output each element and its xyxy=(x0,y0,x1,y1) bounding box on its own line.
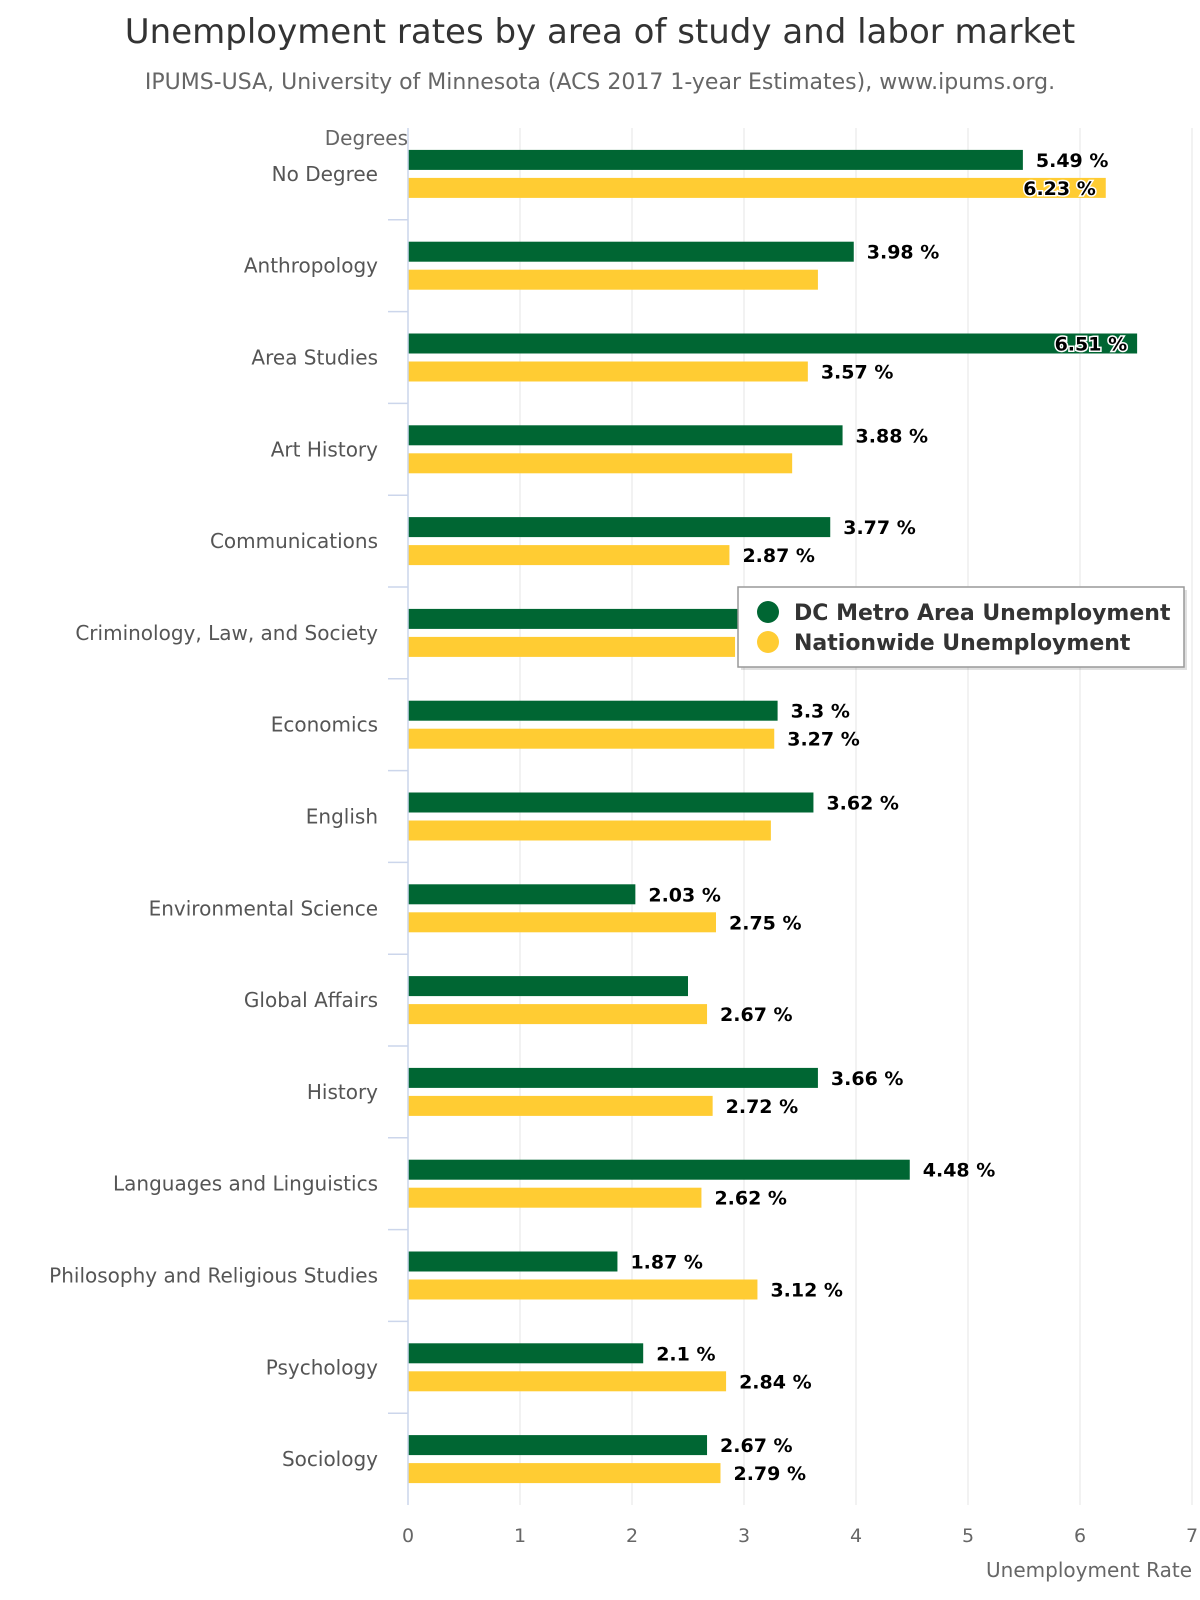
data-label: 3.77 % xyxy=(843,517,916,539)
x-tick-label-1: 1 xyxy=(514,1525,526,1547)
data-label: 2.72 % xyxy=(726,1096,799,1118)
category-label: Sociology xyxy=(282,1447,378,1471)
x-axis-title: Unemployment Rate xyxy=(986,1558,1192,1582)
legend-item-dc-metro[interactable]: DC Metro Area Unemployment xyxy=(794,601,1171,626)
category-label: Anthropology xyxy=(244,254,378,278)
data-label: 5.49 % xyxy=(1036,150,1109,172)
data-label: 4.48 % xyxy=(923,1160,996,1182)
legend-box xyxy=(737,586,1185,668)
data-label: 2.79 % xyxy=(733,1463,806,1485)
category-label: English xyxy=(306,805,378,829)
data-label: 2.62 % xyxy=(714,1188,787,1210)
bar-nationwide[interactable] xyxy=(408,728,775,749)
bar-nationwide[interactable] xyxy=(408,1187,702,1208)
category-label: Global Affairs xyxy=(244,988,378,1012)
category-label: Languages and Linguistics xyxy=(113,1172,378,1196)
bar-nationwide[interactable] xyxy=(408,545,730,566)
data-label: 3.57 % xyxy=(821,362,894,384)
category-label: Environmental Science xyxy=(149,896,378,920)
data-label: 3.3 % xyxy=(791,701,850,723)
bar-nationwide[interactable] xyxy=(408,1463,721,1484)
category-label: Economics xyxy=(271,713,378,737)
x-tick-label-4: 4 xyxy=(850,1525,862,1547)
bar-nationwide[interactable] xyxy=(408,453,793,474)
data-label: 2.67 % xyxy=(720,1435,793,1457)
legend-item-nationwide[interactable]: Nationwide Unemployment xyxy=(794,631,1131,656)
bar-nationwide[interactable] xyxy=(408,636,736,657)
category-label: Philosophy and Religious Studies xyxy=(49,1264,378,1288)
category-label: Art History xyxy=(271,437,378,461)
data-label: 2.1 % xyxy=(656,1343,715,1365)
data-label: 6.23 % xyxy=(1023,178,1096,200)
bar-dc-metro[interactable] xyxy=(408,700,778,721)
bar-dc-metro[interactable] xyxy=(408,1067,818,1088)
bar-nationwide[interactable] xyxy=(408,1279,758,1300)
x-tick-label-5: 5 xyxy=(962,1525,974,1547)
bar-dc-metro[interactable] xyxy=(408,149,1023,170)
data-label: 1.87 % xyxy=(630,1252,703,1274)
category-label: Criminology, Law, and Society xyxy=(75,621,378,645)
data-label: 2.75 % xyxy=(729,912,802,934)
bar-nationwide[interactable] xyxy=(408,269,818,290)
x-tick-label-6: 6 xyxy=(1074,1525,1086,1547)
bar-dc-metro[interactable] xyxy=(408,792,814,813)
bar-nationwide[interactable] xyxy=(408,177,1106,198)
bar-nationwide[interactable] xyxy=(408,1095,713,1116)
data-label: 3.88 % xyxy=(856,425,929,447)
bar-nationwide[interactable] xyxy=(408,1371,727,1392)
legend-marker-dc-metro[interactable] xyxy=(757,601,779,623)
bar-nationwide[interactable] xyxy=(408,1004,708,1025)
x-tick-label-0: 0 xyxy=(402,1525,414,1547)
bar-dc-metro[interactable] xyxy=(408,884,636,905)
data-label: 3.66 % xyxy=(831,1068,904,1090)
bar-nationwide[interactable] xyxy=(408,912,716,933)
data-label: 3.98 % xyxy=(867,242,940,264)
x-tick-label-7: 7 xyxy=(1186,1525,1198,1547)
category-label: Psychology xyxy=(266,1355,378,1379)
x-tick-label-3: 3 xyxy=(738,1525,750,1547)
data-label: 2.87 % xyxy=(742,545,815,567)
labels: No Degree 5.49 % 6.23 % Anthropology 3.98 % A… xyxy=(49,150,1128,1485)
bar-dc-metro[interactable] xyxy=(408,517,831,538)
category-label: Communications xyxy=(210,529,378,553)
data-label: 3.62 % xyxy=(826,793,899,815)
y-axis-title: Degrees xyxy=(325,126,408,150)
bar-dc-metro[interactable] xyxy=(408,1251,618,1272)
bar-dc-metro[interactable] xyxy=(408,241,854,262)
axes: 0 1 2 3 4 5 6 7 Degrees Unemployment Rate xyxy=(325,126,1198,1582)
data-label: 3.12 % xyxy=(770,1280,843,1302)
bar-dc-metro[interactable] xyxy=(408,333,1138,354)
bar-nationwide[interactable] xyxy=(408,820,771,841)
data-label: 2.84 % xyxy=(739,1371,812,1393)
data-label: 2.67 % xyxy=(720,1004,793,1026)
bar-dc-metro[interactable] xyxy=(408,608,744,629)
bar-nationwide[interactable] xyxy=(408,361,808,382)
chart-title: Unemployment rates by area of study and … xyxy=(124,12,1076,52)
chart-subtitle: IPUMS-USA, University of Minnesota (ACS … xyxy=(144,70,1056,95)
bar-dc-metro[interactable] xyxy=(408,1343,644,1364)
data-label: 2.03 % xyxy=(648,884,721,906)
category-label: History xyxy=(307,1080,378,1104)
bar-dc-metro[interactable] xyxy=(408,425,843,446)
category-label: Area Studies xyxy=(251,346,378,370)
bar-dc-metro[interactable] xyxy=(408,1159,910,1180)
bar-dc-metro[interactable] xyxy=(408,976,688,997)
data-label: 6.51 % xyxy=(1055,334,1128,356)
category-label: No Degree xyxy=(272,162,378,186)
bar-dc-metro[interactable] xyxy=(408,1435,708,1456)
grid-lines xyxy=(519,128,1193,1505)
legend[interactable]: DC Metro Area Unemployment Nationwide Une… xyxy=(737,586,1187,670)
legend-marker-nationwide[interactable] xyxy=(757,631,779,653)
x-tick-label-2: 2 xyxy=(626,1525,638,1547)
data-label: 3.27 % xyxy=(787,729,860,751)
bars xyxy=(408,149,1138,1484)
